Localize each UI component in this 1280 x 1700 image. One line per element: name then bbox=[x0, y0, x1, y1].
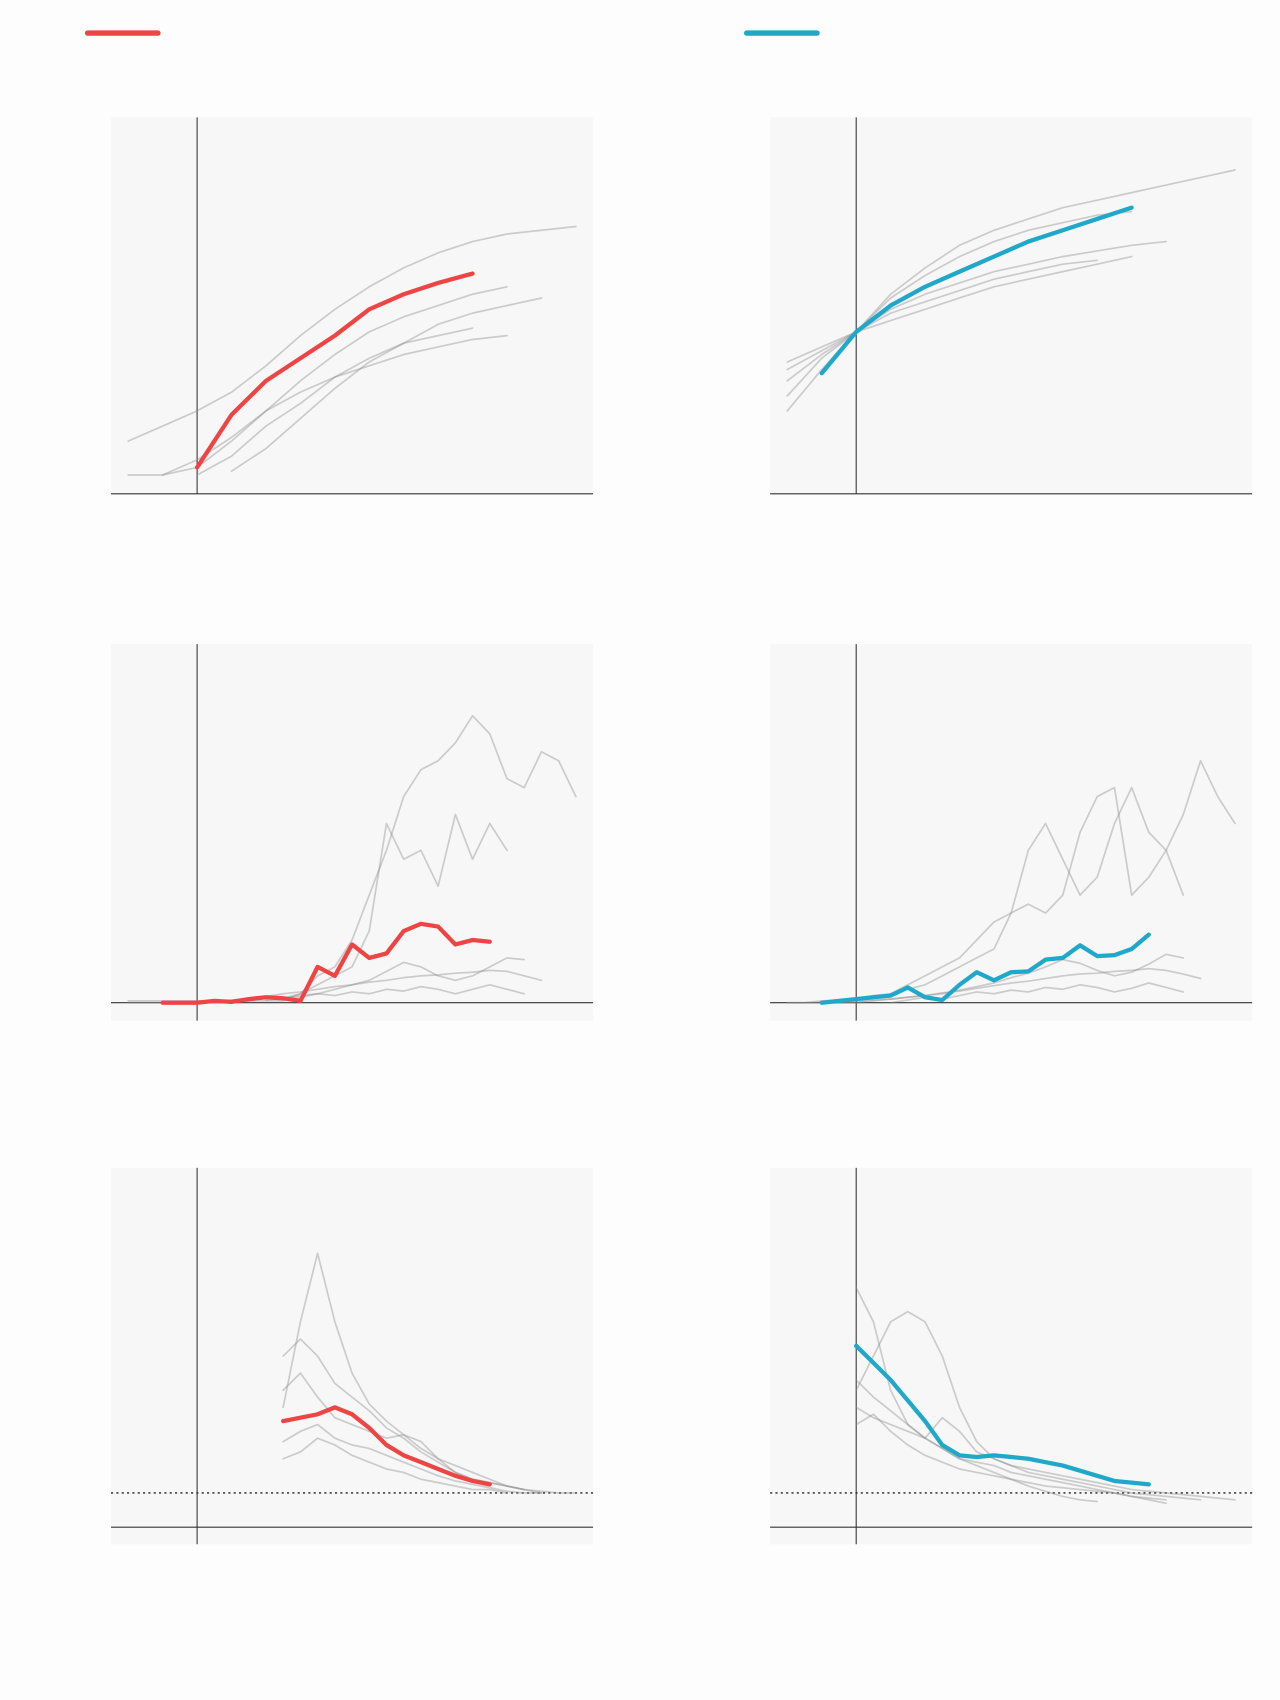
comparison-line bbox=[820, 967, 1202, 1004]
comparison-line bbox=[786, 210, 1133, 397]
comparison-line bbox=[230, 297, 543, 473]
plot-background bbox=[111, 1167, 594, 1545]
plot-background bbox=[770, 644, 1253, 1021]
comparison-line bbox=[786, 255, 1133, 363]
comparison-line bbox=[127, 225, 577, 442]
comparison-line bbox=[855, 1310, 1236, 1501]
plot-background bbox=[111, 117, 594, 494]
chart bbox=[111, 644, 594, 1021]
comparison-line bbox=[855, 1286, 1167, 1505]
chart bbox=[770, 117, 1253, 495]
comparison-line bbox=[786, 259, 1099, 371]
comparison-line bbox=[786, 953, 1185, 1004]
plot-background bbox=[770, 117, 1253, 494]
highlight-line bbox=[160, 921, 492, 1005]
chart bbox=[111, 117, 594, 495]
highlight-line bbox=[281, 1405, 492, 1487]
chart bbox=[770, 1167, 1253, 1545]
comparison-line bbox=[855, 1379, 1099, 1503]
plot-background bbox=[111, 644, 594, 1021]
comparison-line bbox=[282, 1252, 543, 1494]
chart bbox=[111, 1167, 594, 1545]
comparison-line bbox=[196, 327, 474, 476]
highlight-line bbox=[819, 932, 1151, 1005]
highlight-line bbox=[854, 1343, 1151, 1487]
comparison-line bbox=[889, 786, 1185, 995]
comparison-line bbox=[127, 334, 508, 476]
comparison-line bbox=[855, 1406, 1202, 1501]
chart bbox=[770, 644, 1253, 1021]
comparison-line bbox=[161, 285, 508, 476]
highlight-line bbox=[194, 271, 475, 470]
comparison-line bbox=[855, 1413, 1167, 1501]
highlight-line bbox=[819, 205, 1134, 376]
comparison-line bbox=[282, 1437, 508, 1494]
comparison-line bbox=[282, 1338, 577, 1494]
comparison-line bbox=[282, 1423, 543, 1494]
plot-background bbox=[770, 1167, 1253, 1545]
